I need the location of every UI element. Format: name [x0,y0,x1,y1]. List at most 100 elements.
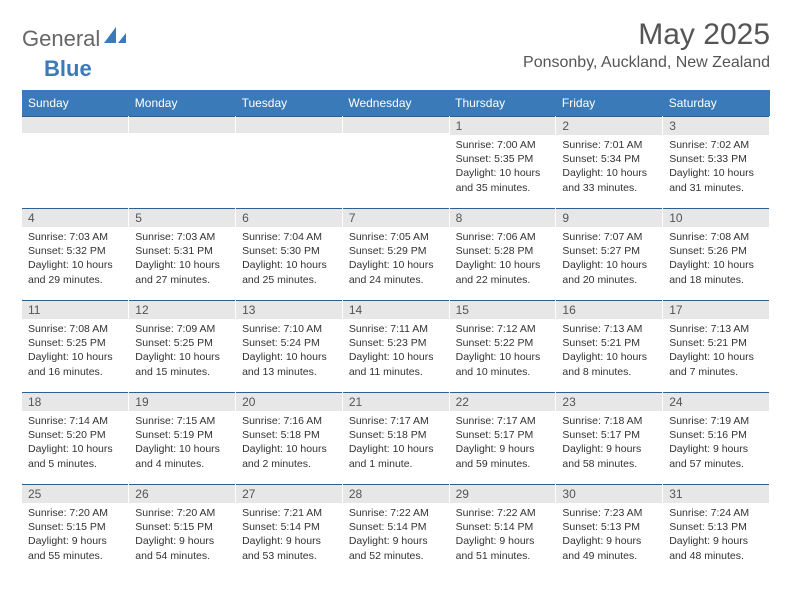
sunset-text: Sunset: 5:14 PM [242,520,336,534]
day-number: 21 [343,392,449,411]
day-data: Sunrise: 7:06 AMSunset: 5:28 PMDaylight:… [450,227,556,289]
sunset-text: Sunset: 5:22 PM [456,336,550,350]
calendar-day-cell [129,116,236,208]
calendar-day-cell: 18Sunrise: 7:14 AMSunset: 5:20 PMDayligh… [22,392,129,484]
sunset-text: Sunset: 5:28 PM [456,244,550,258]
day-data: Sunrise: 7:10 AMSunset: 5:24 PMDaylight:… [236,319,342,381]
calendar-week-row: 25Sunrise: 7:20 AMSunset: 5:15 PMDayligh… [22,484,770,576]
daylight-text: Daylight: 10 hours and 8 minutes. [562,350,656,378]
day-data: Sunrise: 7:03 AMSunset: 5:32 PMDaylight:… [22,227,128,289]
day-data: Sunrise: 7:20 AMSunset: 5:15 PMDaylight:… [129,503,235,565]
daylight-text: Daylight: 10 hours and 18 minutes. [669,258,763,286]
calendar-day-cell [236,116,343,208]
day-data: Sunrise: 7:21 AMSunset: 5:14 PMDaylight:… [236,503,342,565]
calendar-day-cell [22,116,129,208]
sunset-text: Sunset: 5:33 PM [669,152,763,166]
day-data: Sunrise: 7:11 AMSunset: 5:23 PMDaylight:… [343,319,449,381]
day-data: Sunrise: 7:17 AMSunset: 5:17 PMDaylight:… [450,411,556,473]
daylight-text: Daylight: 10 hours and 7 minutes. [669,350,763,378]
day-number: 28 [343,484,449,503]
day-number: 3 [663,116,769,135]
day-number: 10 [663,208,769,227]
day-number: 8 [450,208,556,227]
sunset-text: Sunset: 5:17 PM [456,428,550,442]
calendar-day-cell: 10Sunrise: 7:08 AMSunset: 5:26 PMDayligh… [663,208,770,300]
sunrise-text: Sunrise: 7:12 AM [456,322,550,336]
sunrise-text: Sunrise: 7:22 AM [349,506,443,520]
calendar-body: 1Sunrise: 7:00 AMSunset: 5:35 PMDaylight… [22,116,770,576]
calendar-day-cell: 25Sunrise: 7:20 AMSunset: 5:15 PMDayligh… [22,484,129,576]
calendar-day-cell: 30Sunrise: 7:23 AMSunset: 5:13 PMDayligh… [556,484,663,576]
sunset-text: Sunset: 5:29 PM [349,244,443,258]
daylight-text: Daylight: 9 hours and 53 minutes. [242,534,336,562]
day-number: 20 [236,392,342,411]
weekday-header: Tuesday [236,90,343,116]
sunrise-text: Sunrise: 7:15 AM [135,414,229,428]
daylight-text: Daylight: 10 hours and 2 minutes. [242,442,336,470]
calendar-day-cell: 20Sunrise: 7:16 AMSunset: 5:18 PMDayligh… [236,392,343,484]
sunrise-text: Sunrise: 7:19 AM [669,414,763,428]
brand-logo: General [22,26,128,52]
day-data: Sunrise: 7:13 AMSunset: 5:21 PMDaylight:… [556,319,662,381]
day-number: 12 [129,300,235,319]
daylight-text: Daylight: 10 hours and 20 minutes. [562,258,656,286]
day-number: 6 [236,208,342,227]
sunset-text: Sunset: 5:32 PM [28,244,122,258]
day-data: Sunrise: 7:08 AMSunset: 5:26 PMDaylight:… [663,227,769,289]
day-data: Sunrise: 7:13 AMSunset: 5:21 PMDaylight:… [663,319,769,381]
sunrise-text: Sunrise: 7:08 AM [28,322,122,336]
weekday-header: Saturday [663,90,770,116]
weekday-header: Thursday [449,90,556,116]
sunrise-text: Sunrise: 7:13 AM [669,322,763,336]
calendar-day-cell: 27Sunrise: 7:21 AMSunset: 5:14 PMDayligh… [236,484,343,576]
daylight-text: Daylight: 10 hours and 11 minutes. [349,350,443,378]
weekday-header: Monday [129,90,236,116]
sunrise-text: Sunrise: 7:18 AM [562,414,656,428]
day-number: 24 [663,392,769,411]
sunset-text: Sunset: 5:21 PM [669,336,763,350]
sunrise-text: Sunrise: 7:21 AM [242,506,336,520]
daylight-text: Daylight: 9 hours and 59 minutes. [456,442,550,470]
calendar-week-row: 1Sunrise: 7:00 AMSunset: 5:35 PMDaylight… [22,116,770,208]
sunset-text: Sunset: 5:13 PM [669,520,763,534]
calendar-day-cell: 11Sunrise: 7:08 AMSunset: 5:25 PMDayligh… [22,300,129,392]
sunrise-text: Sunrise: 7:22 AM [456,506,550,520]
daylight-text: Daylight: 10 hours and 1 minute. [349,442,443,470]
day-data: Sunrise: 7:05 AMSunset: 5:29 PMDaylight:… [343,227,449,289]
empty-day [343,116,449,133]
calendar-day-cell: 23Sunrise: 7:18 AMSunset: 5:17 PMDayligh… [556,392,663,484]
calendar-day-cell: 24Sunrise: 7:19 AMSunset: 5:16 PMDayligh… [663,392,770,484]
calendar-day-cell: 6Sunrise: 7:04 AMSunset: 5:30 PMDaylight… [236,208,343,300]
weekday-header: Wednesday [342,90,449,116]
day-number: 9 [556,208,662,227]
daylight-text: Daylight: 10 hours and 22 minutes. [456,258,550,286]
day-number: 15 [450,300,556,319]
brand-part2: Blue [44,56,92,82]
day-number: 29 [450,484,556,503]
sunset-text: Sunset: 5:27 PM [562,244,656,258]
sunset-text: Sunset: 5:23 PM [349,336,443,350]
sunrise-text: Sunrise: 7:04 AM [242,230,336,244]
sunrise-text: Sunrise: 7:23 AM [562,506,656,520]
sunset-text: Sunset: 5:34 PM [562,152,656,166]
daylight-text: Daylight: 10 hours and 33 minutes. [562,166,656,194]
sunrise-text: Sunrise: 7:16 AM [242,414,336,428]
weekday-header-row: SundayMondayTuesdayWednesdayThursdayFrid… [22,90,770,116]
weekday-header: Friday [556,90,663,116]
day-number: 26 [129,484,235,503]
sunrise-text: Sunrise: 7:00 AM [456,138,550,152]
calendar-day-cell: 4Sunrise: 7:03 AMSunset: 5:32 PMDaylight… [22,208,129,300]
calendar-day-cell: 26Sunrise: 7:20 AMSunset: 5:15 PMDayligh… [129,484,236,576]
location-subtitle: Ponsonby, Auckland, New Zealand [523,54,770,72]
calendar-day-cell: 5Sunrise: 7:03 AMSunset: 5:31 PMDaylight… [129,208,236,300]
calendar-day-cell: 1Sunrise: 7:00 AMSunset: 5:35 PMDaylight… [449,116,556,208]
sunset-text: Sunset: 5:26 PM [669,244,763,258]
sunrise-text: Sunrise: 7:20 AM [28,506,122,520]
day-data: Sunrise: 7:14 AMSunset: 5:20 PMDaylight:… [22,411,128,473]
day-number: 11 [22,300,128,319]
month-title: May 2025 [523,18,770,52]
sunrise-text: Sunrise: 7:11 AM [349,322,443,336]
daylight-text: Daylight: 10 hours and 25 minutes. [242,258,336,286]
sunset-text: Sunset: 5:17 PM [562,428,656,442]
daylight-text: Daylight: 9 hours and 55 minutes. [28,534,122,562]
